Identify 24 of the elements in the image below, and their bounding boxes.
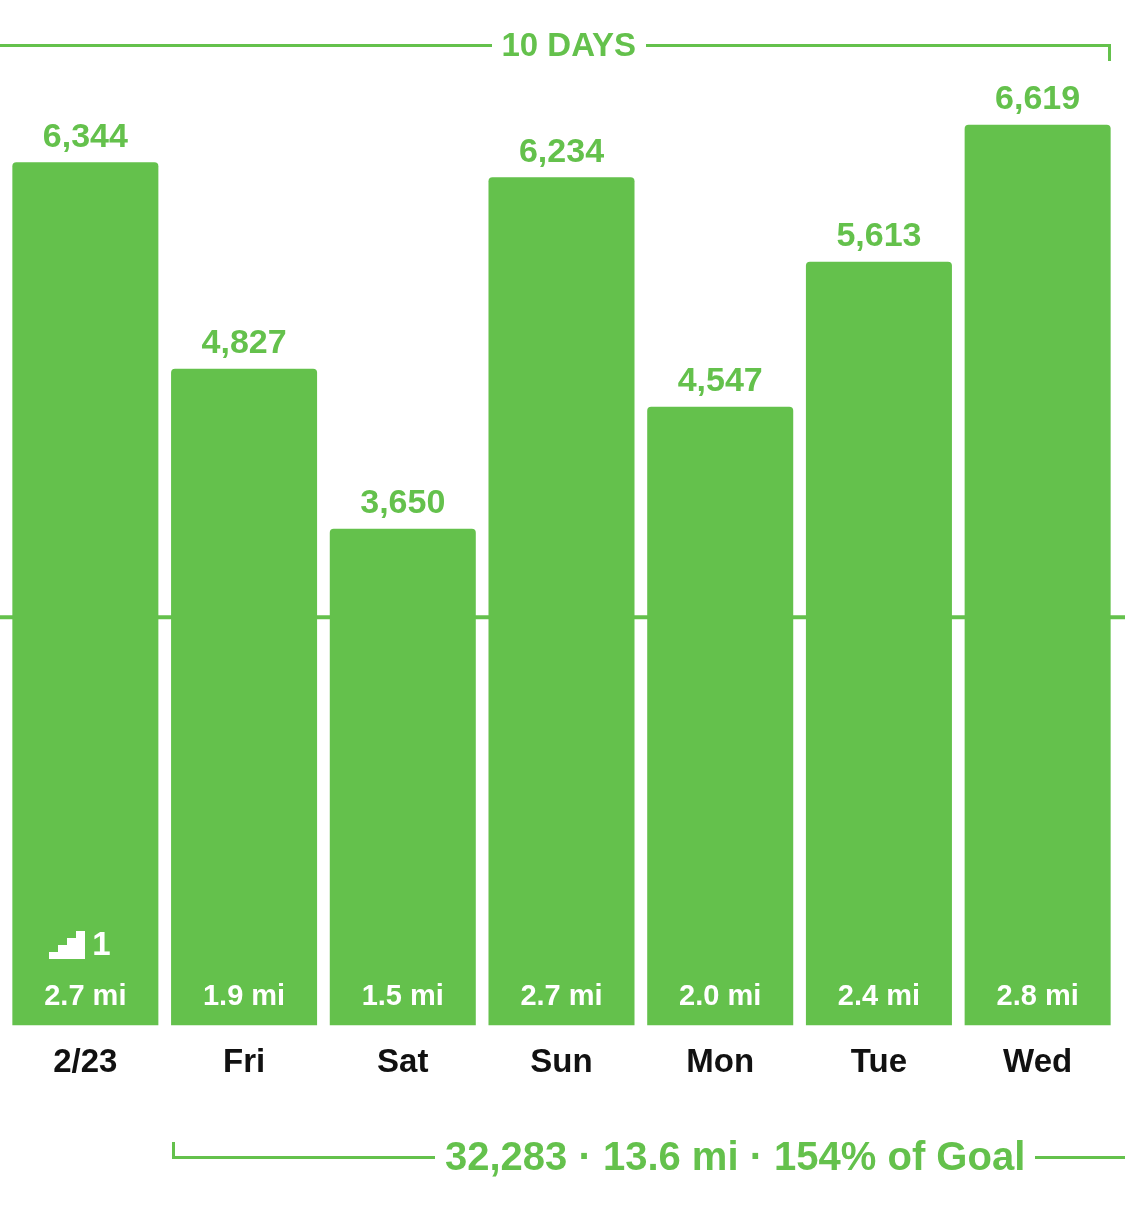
data-label: 3,650 bbox=[360, 482, 446, 521]
data-label: 5,613 bbox=[836, 215, 922, 254]
data-label: 4,827 bbox=[201, 322, 287, 361]
data-label: 4,547 bbox=[677, 360, 763, 399]
annotation: 2.7 mi bbox=[520, 979, 603, 1013]
text: 10 DAYS bbox=[491, 26, 647, 64]
annotation: 2.0 mi bbox=[679, 979, 762, 1013]
data-label: 6,619 bbox=[995, 78, 1081, 117]
x-tick-label: Sun bbox=[530, 1042, 593, 1080]
data-label: 6,234 bbox=[518, 130, 605, 169]
annotation: 2.4 mi bbox=[837, 979, 921, 1013]
x-tick-label: Sat bbox=[377, 1042, 429, 1080]
annotation: 2.8 mi bbox=[996, 979, 1079, 1013]
annotation: 1.5 mi bbox=[361, 979, 444, 1013]
x-tick-label: Mon bbox=[686, 1042, 755, 1080]
text: 32,283 · 13.6 mi · 154% of Goal bbox=[435, 1134, 1036, 1179]
x-tick-label: Tue bbox=[850, 1042, 908, 1080]
annotation: 1 bbox=[92, 925, 111, 964]
x-tick-label: Wed bbox=[1003, 1042, 1073, 1080]
annotation: 2.7 mi bbox=[44, 979, 127, 1013]
data-label: 6,344 bbox=[42, 115, 128, 154]
annotation: 1.9 mi bbox=[202, 979, 286, 1013]
x-tick-label: 2/23 bbox=[53, 1042, 118, 1080]
x-tick-label: Fri bbox=[222, 1042, 266, 1080]
